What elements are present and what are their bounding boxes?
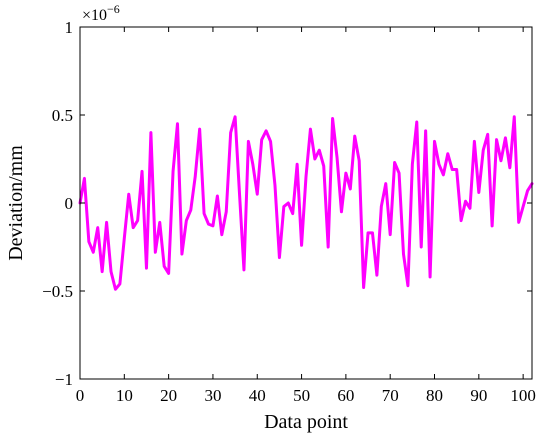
y-tick-label: 0 [65,194,74,213]
y-axis-title: Deviation/mm [5,145,27,261]
x-tick-label: 40 [249,386,266,405]
y-tick-label: −0.5 [42,282,73,301]
x-tick-label: 50 [293,386,310,405]
x-tick-label: 10 [116,386,133,405]
x-tick-label: 30 [204,386,221,405]
y-exponent-label: ×10 [82,7,107,24]
x-tick-label: 60 [337,386,354,405]
x-tick-label: 100 [510,386,536,405]
x-tick-label: 20 [160,386,177,405]
y-tick-label: 1 [65,18,74,37]
series-line-0 [78,115,534,291]
x-tick-label: 80 [426,386,443,405]
y-tick-label: 0.5 [52,106,73,125]
y-tick-label: −1 [55,370,73,389]
x-tick-label: 90 [470,386,487,405]
x-tick-label: 70 [382,386,399,405]
x-tick-label: 0 [76,386,85,405]
x-axis-title: Data point [264,411,348,433]
y-exponent-value: −6 [107,2,120,16]
